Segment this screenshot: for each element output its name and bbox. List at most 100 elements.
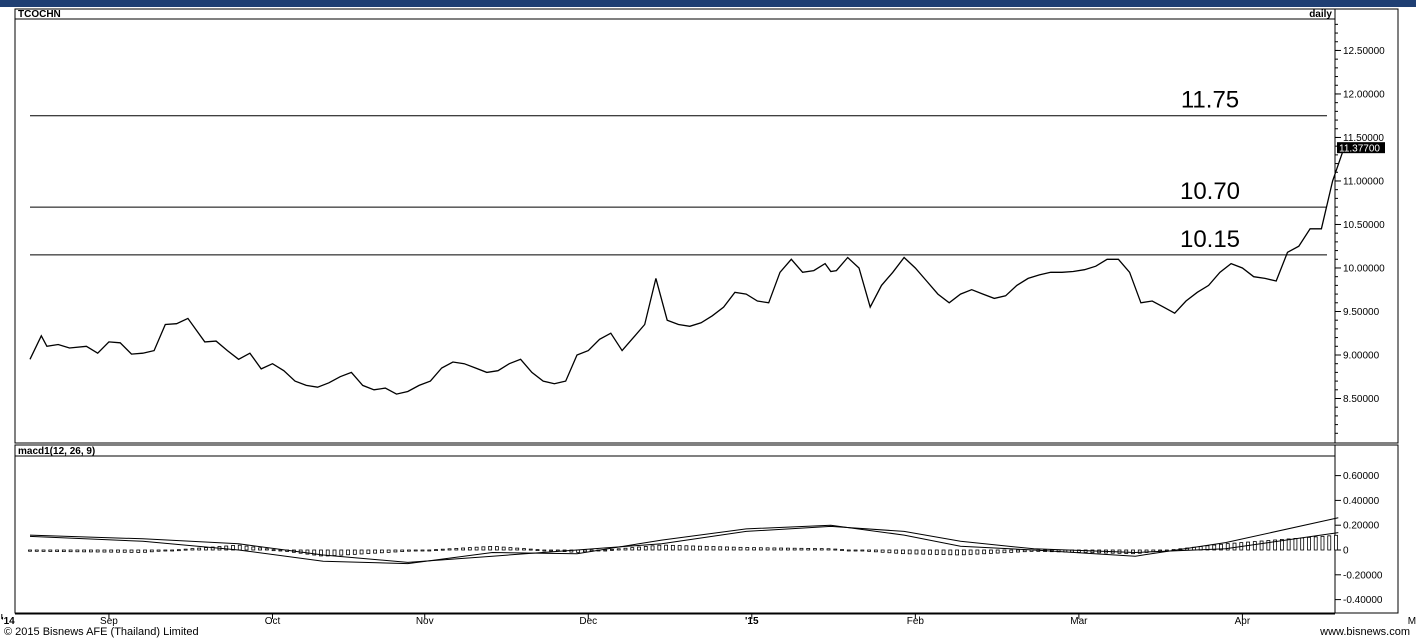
price-y-tick-label: 12.50000 bbox=[1343, 46, 1385, 57]
macd-histogram-bar bbox=[873, 549, 878, 553]
macd-histogram-bar bbox=[718, 546, 723, 551]
macd-histogram-bar bbox=[1313, 536, 1318, 551]
macd-histogram-bar bbox=[542, 549, 547, 552]
last-price-marker: 11.37700 bbox=[1337, 142, 1385, 155]
macd-histogram-bar bbox=[346, 549, 350, 556]
macd-histogram-bar bbox=[637, 546, 641, 551]
macd-histogram-bar bbox=[61, 549, 66, 553]
macd-histogram-bar bbox=[467, 547, 472, 551]
macd-histogram-bar bbox=[373, 549, 378, 554]
macd-histogram-bar bbox=[271, 549, 276, 552]
macd-histogram-bar bbox=[41, 549, 46, 552]
frequency-label: daily bbox=[1309, 9, 1332, 20]
macd-histogram-bar bbox=[447, 548, 452, 551]
price-y-tick-label: 9.00000 bbox=[1343, 350, 1380, 361]
macd-histogram-bar bbox=[1279, 539, 1284, 551]
macd-histogram bbox=[28, 534, 1338, 557]
macd-histogram-bar bbox=[278, 549, 283, 552]
macd-histogram-bar bbox=[1334, 534, 1338, 551]
macd-histogram-bar bbox=[914, 549, 919, 555]
macd-histogram-bar bbox=[603, 549, 608, 552]
macd-histogram-bar bbox=[698, 545, 702, 551]
macd-histogram-bar bbox=[1016, 549, 1020, 553]
x-tick-label: Mar bbox=[1070, 616, 1088, 627]
macd-histogram-bar bbox=[210, 546, 215, 551]
macd-histogram-bar bbox=[305, 549, 310, 555]
macd-histogram-bar bbox=[122, 549, 127, 553]
macd-histogram-bar bbox=[75, 549, 80, 553]
horizontal-levels: 11.75 10.70 10.15 bbox=[30, 87, 1327, 256]
macd-histogram-bar bbox=[393, 549, 398, 553]
macd-histogram-bar bbox=[853, 549, 858, 552]
level-label: 11.75 bbox=[1181, 87, 1239, 114]
macd-histogram-bar bbox=[1293, 538, 1298, 551]
macd-histogram-bar bbox=[400, 549, 405, 552]
macd-histogram-bar bbox=[968, 549, 973, 555]
macd-histogram-bar bbox=[224, 545, 229, 551]
macd-histogram-bar bbox=[758, 547, 763, 551]
macd-histogram-bar bbox=[1252, 541, 1257, 551]
macd-histogram-bar bbox=[901, 549, 905, 555]
macd-histogram-bar bbox=[765, 547, 770, 551]
macd-histogram-bar bbox=[170, 549, 175, 552]
macd-histogram-bar bbox=[413, 549, 418, 552]
macd-histogram-bar bbox=[616, 548, 621, 551]
macd-histogram-bar bbox=[325, 549, 330, 557]
level-label: 10.15 bbox=[1180, 226, 1240, 253]
macd-histogram-bar bbox=[440, 548, 445, 551]
macd-histogram-bar bbox=[961, 549, 966, 556]
macd-histogram-bar bbox=[941, 549, 946, 555]
macd-histogram-bar bbox=[190, 548, 195, 551]
macd-histogram-bar bbox=[129, 549, 134, 553]
macd-histogram-bar bbox=[928, 549, 932, 555]
price-y-tick-label: 11.00000 bbox=[1343, 176, 1384, 187]
macd-histogram-bar bbox=[643, 546, 648, 551]
macd-histogram-bar bbox=[1083, 549, 1088, 553]
macd-histogram-bar bbox=[522, 548, 526, 551]
macd-y-tick-label: 0 bbox=[1343, 546, 1349, 557]
macd-histogram-bar bbox=[48, 549, 53, 552]
macd-histogram-bar bbox=[1022, 549, 1027, 553]
macd-y-tick-label: -0.20000 bbox=[1343, 570, 1383, 581]
macd-panel-title: macd1(12, 26, 9) bbox=[18, 446, 95, 457]
macd-histogram-bar bbox=[650, 545, 655, 551]
macd-histogram-bar bbox=[1320, 535, 1325, 551]
macd-histogram-bar bbox=[508, 547, 513, 551]
macd-histogram-bar bbox=[82, 549, 87, 553]
macd-histogram-bar bbox=[68, 549, 73, 553]
macd-histogram-bar bbox=[264, 548, 269, 551]
macd-histogram-bar bbox=[677, 545, 682, 551]
macd-histogram-bar bbox=[163, 549, 168, 552]
price-y-tick-label: 9.50000 bbox=[1343, 307, 1380, 318]
top-rule bbox=[0, 0, 1416, 7]
x-tick-label: Dec bbox=[579, 616, 597, 627]
macd-histogram-bar bbox=[1232, 542, 1237, 551]
macd-histogram-bar bbox=[535, 549, 540, 551]
macd-histogram-bar bbox=[840, 549, 844, 551]
macd-histogram-bar bbox=[454, 547, 459, 551]
last-price-box bbox=[1337, 142, 1385, 154]
macd-histogram-bar bbox=[1131, 549, 1135, 555]
price-series-line bbox=[29, 147, 1345, 395]
macd-histogram-bar bbox=[785, 547, 790, 551]
x-tick-label: Feb bbox=[907, 616, 925, 627]
macd-histogram-bar bbox=[156, 549, 161, 552]
macd-histogram-bar bbox=[955, 549, 959, 556]
macd-histogram-bar bbox=[379, 549, 384, 554]
macd-histogram-bar bbox=[176, 549, 181, 552]
macd-histogram-bar bbox=[664, 544, 668, 551]
macd-signal-line bbox=[29, 525, 1339, 563]
macd-histogram-bar bbox=[102, 549, 107, 553]
macd-histogram-bar bbox=[474, 546, 479, 551]
macd-histogram-bar bbox=[312, 549, 317, 556]
x-tick-label: Apr bbox=[1235, 616, 1251, 627]
macd-histogram-bar bbox=[1259, 540, 1264, 551]
macd-histogram-bar bbox=[1225, 543, 1230, 551]
macd-histogram-bar bbox=[1158, 549, 1162, 552]
x-tick-label: Oct bbox=[265, 616, 281, 627]
macd-histogram-bar bbox=[725, 546, 729, 551]
macd-histogram-bar bbox=[501, 546, 506, 551]
macd-histogram-bar bbox=[738, 546, 743, 551]
macd-histogram-bar bbox=[792, 547, 797, 551]
